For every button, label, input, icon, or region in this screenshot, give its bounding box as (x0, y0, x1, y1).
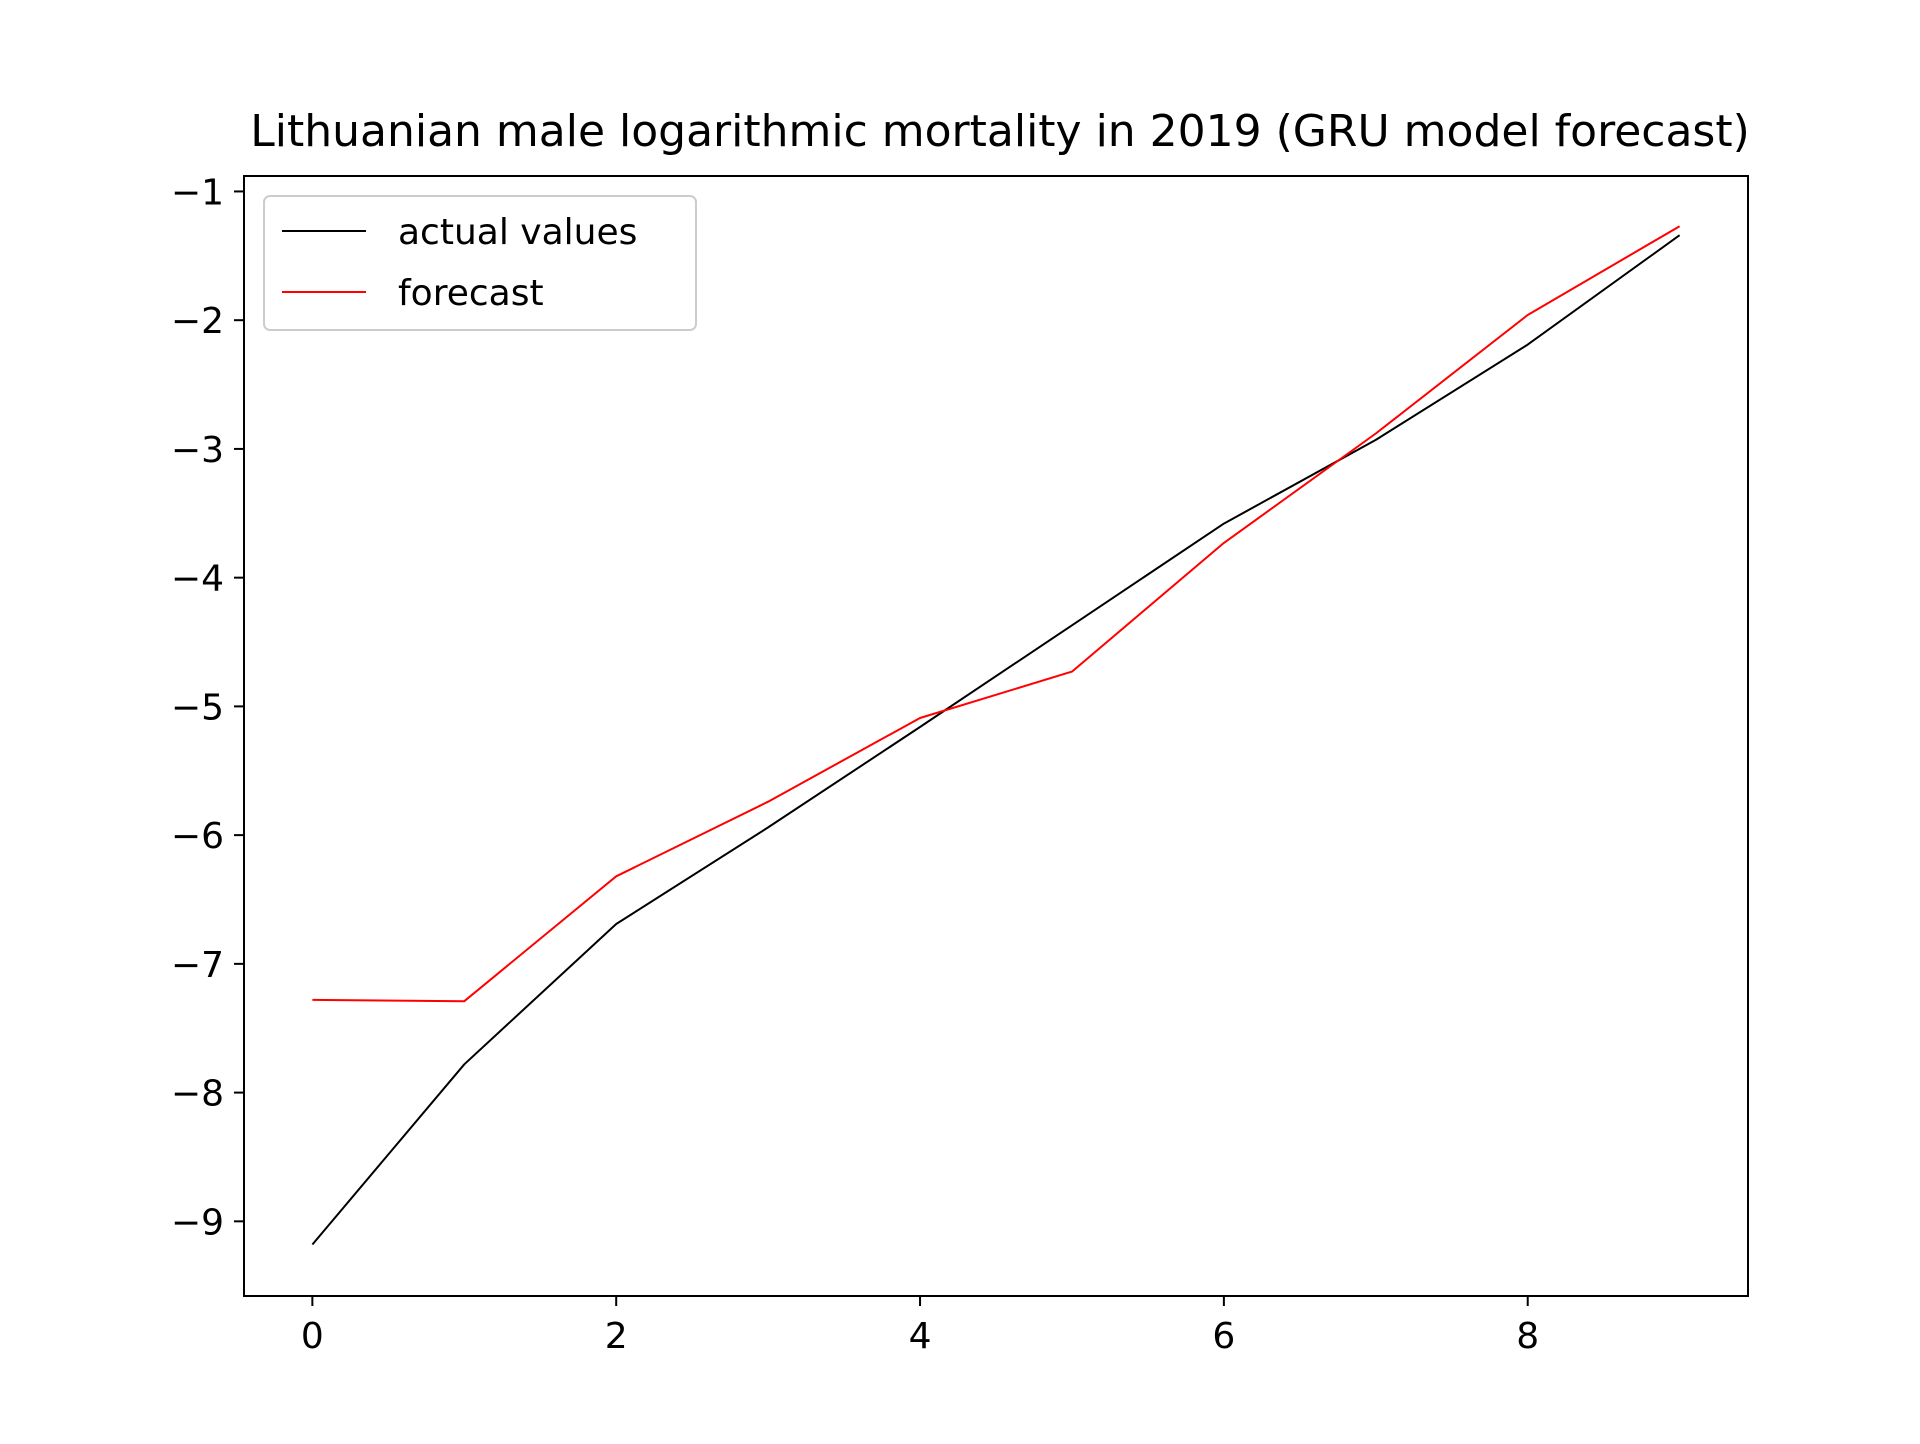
y-tick-label: −6 (171, 816, 224, 857)
x-axis: 0 2 4 6 8 (301, 1296, 1539, 1357)
y-axis: −1 −2 −3 −4 −5 −6 −7 −8 −9 (171, 172, 244, 1243)
y-tick-label: −3 (171, 430, 224, 471)
legend: actual values forecast (263, 195, 697, 331)
y-tick-label: −7 (171, 945, 224, 986)
y-tick-label: −9 (171, 1202, 224, 1243)
y-tick-label: −5 (171, 687, 224, 728)
legend-box (263, 195, 697, 331)
series-layer (311, 225, 1681, 1246)
x-tick-label: 4 (909, 1316, 932, 1357)
y-tick-label: −8 (171, 1074, 224, 1115)
y-tick-label: −2 (171, 301, 224, 342)
x-tick-label: 6 (1212, 1316, 1235, 1357)
legend-label-actual-values: actual values (398, 212, 637, 253)
x-tick-label: 8 (1516, 1316, 1539, 1357)
x-tick-label: 0 (301, 1316, 324, 1357)
series-line-forecast (312, 225, 1681, 1003)
legend-label-forecast: forecast (398, 273, 544, 314)
y-tick-label: −4 (171, 559, 224, 600)
chart-title: Lithuanian male logarithmic mortality in… (250, 106, 1750, 157)
y-tick-label: −1 (171, 172, 224, 213)
plot-area-frame (243, 175, 1749, 1297)
x-tick-label: 2 (605, 1316, 628, 1357)
series-line-actual-values (311, 234, 1681, 1246)
